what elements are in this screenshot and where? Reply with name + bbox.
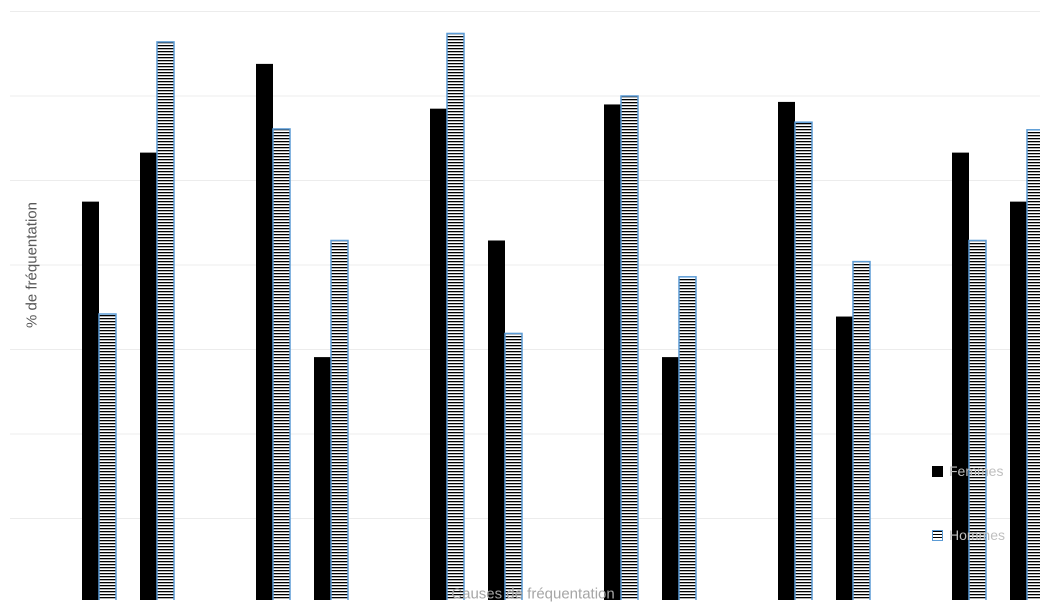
bar-hommes-13 [852, 260, 871, 600]
legend-swatch-hommes [932, 529, 943, 541]
legend-item-femmes[interactable]: Femmes [932, 460, 1040, 482]
x-axis-label: Causes de fréquentation [451, 585, 615, 603]
bar-femmes-1 [140, 152, 157, 600]
bar-hommes-10 [678, 276, 697, 600]
legend: Femmes Hommes [932, 460, 1040, 546]
bars [82, 32, 1040, 600]
legend-label-hommes: Hommes [949, 527, 1006, 543]
legend-label-femmes: Femmes [949, 463, 1004, 479]
bar-femmes-15 [952, 152, 969, 600]
legend-swatch-femmes [932, 465, 943, 477]
bar-femmes-4 [314, 357, 331, 600]
legend-item-hommes[interactable]: Hommes [932, 524, 1040, 546]
bar-hommes-9 [620, 95, 639, 600]
bar-femmes-12 [778, 101, 795, 600]
bar-hommes-15 [968, 239, 987, 600]
bar-femmes-13 [836, 316, 853, 600]
bar-femmes-7 [488, 240, 505, 600]
bar-hommes-4 [330, 239, 349, 600]
bar-femmes-3 [256, 63, 273, 600]
gridlines [10, 11, 1040, 519]
bar-femmes-10 [662, 357, 679, 600]
y-axis-label: % de fréquentation [23, 202, 41, 328]
bar-hommes-6 [446, 32, 465, 600]
bar-femmes-16 [1010, 201, 1027, 600]
bar-hommes-0 [98, 313, 117, 600]
bar-femmes-0 [82, 201, 99, 600]
bar-hommes-1 [156, 41, 175, 600]
bar-hommes-3 [272, 128, 291, 600]
bar-hommes-16 [1026, 129, 1040, 600]
bar-hommes-12 [794, 121, 813, 600]
bar-hommes-7 [504, 332, 523, 600]
bar-femmes-6 [430, 108, 447, 600]
bar-femmes-9 [604, 104, 621, 600]
